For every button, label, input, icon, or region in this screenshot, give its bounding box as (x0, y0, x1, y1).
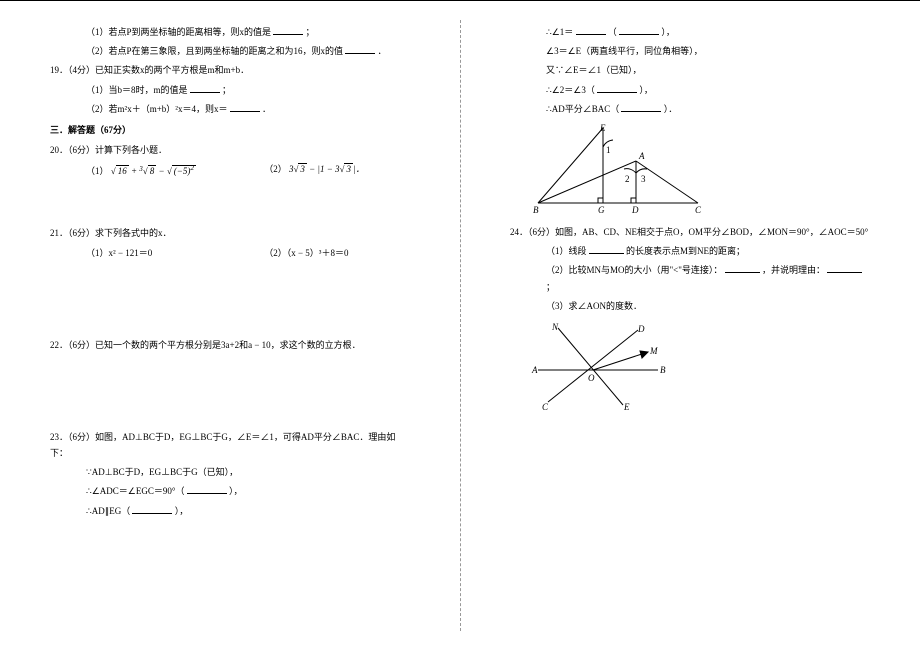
text: ，并说明理由： (762, 265, 825, 275)
text: （1）当b＝8时，m的值是 (86, 85, 188, 95)
label-G: G (598, 205, 605, 215)
label-D: D (637, 324, 645, 334)
left-column: （1）若点P到两坐标轴的距离相等，则x的值是 ； （2）若点P在第三象限，且到两… (0, 0, 460, 651)
triangle-diagram: B G D C A E 1 2 3 (528, 123, 708, 218)
text: ． (262, 104, 271, 114)
r1: ∴∠1＝ （ ）， (510, 24, 870, 40)
r3: 又∵∠E＝∠1（已知）， (510, 62, 870, 78)
text: ． (378, 46, 387, 56)
text: ∴∠ADC＝∠EGC＝90°（ (86, 486, 184, 496)
label-B: B (660, 365, 666, 375)
label-E: E (623, 402, 630, 410)
figure-2: A O B C D M N E (528, 320, 870, 410)
q24-3: （3）求∠AON的度数． (510, 298, 870, 314)
spacer (50, 264, 410, 334)
q23-l2: ∴∠ADC＝∠EGC＝90°（ ）， (50, 483, 410, 499)
label-1: 1 (606, 145, 611, 155)
blank (576, 25, 606, 35)
label-M: M (649, 346, 658, 356)
blank (345, 44, 375, 54)
blank (132, 504, 172, 514)
text: （2）若点P在第三象限，且到两坐标轴的距离之和为16，则x的值 (86, 46, 343, 56)
lines-diagram: A O B C D M N E (528, 320, 678, 410)
text: ； (546, 282, 555, 292)
label-C: C (542, 402, 549, 410)
blank (597, 83, 637, 93)
right-column: ∴∠1＝ （ ）， ∠3＝∠E（两直线平行，同位角相等）， 又∵∠E＝∠1（已知… (460, 0, 920, 651)
q21-1: （1）x² − 121＝0 (86, 245, 264, 261)
text: ）， (639, 85, 653, 95)
q24-2: （2）比较MN与MO的大小（用"<"号连接）： ，并说明理由： ； (510, 262, 870, 294)
q19-part1: （1）当b＝8时，m的值是 ； (50, 82, 410, 98)
r4: ∴∠2＝∠3（ ）， (510, 82, 870, 98)
label: （1） (86, 166, 109, 176)
label-C: C (695, 205, 702, 215)
text: ∴∠2＝∠3（ (546, 85, 595, 95)
section-3-title: 三．解答题（67分） (50, 123, 410, 136)
q18-part2: （2）若点P在第三象限，且到两坐标轴的距离之和为16，则x的值 ． (50, 43, 410, 59)
label-A: A (638, 151, 645, 161)
figure-1: B G D C A E 1 2 3 (528, 123, 870, 218)
q23-l3: ∴AD∥EG（ ）， (50, 503, 410, 519)
text: （1）若点P到两坐标轴的距离相等，则x的值是 (86, 27, 271, 37)
q22-head: 22．（6分）已知一个数的两个平方根分别是3a+2和a − 10，求这个数的立方… (50, 337, 410, 353)
label-A: A (531, 365, 538, 375)
label-N: N (551, 322, 559, 332)
blank (619, 25, 659, 35)
q20-1: （1） 16 + 38 − (−5)2 (86, 161, 264, 179)
q24-1: （1）线段 的长度表示点M到NE的距离； (510, 243, 870, 259)
text: ）． (664, 104, 678, 114)
text: ∴AD平分∠BAC（ (546, 104, 619, 114)
text: （2）比较MN与MO的大小（用"<"号连接）： (546, 265, 722, 275)
text: （1）线段 (546, 246, 587, 256)
label-B: B (533, 205, 539, 215)
spacer (50, 182, 410, 222)
text: ； (306, 27, 315, 37)
q19-head: 19．（4分）已知正实数x的两个平方根是m和m+b． (50, 62, 410, 78)
blank (725, 263, 760, 273)
label-2: 2 (625, 174, 630, 184)
q21-head: 21．（6分）求下列各式中的x． (50, 225, 410, 241)
label: （2） (264, 164, 287, 174)
q18-part1: （1）若点P到两坐标轴的距离相等，则x的值是 ； (50, 24, 410, 40)
blank (190, 83, 220, 93)
spacer (50, 356, 410, 426)
label-O: O (588, 373, 595, 383)
text: ）， (175, 506, 189, 516)
exam-page: （1）若点P到两坐标轴的距离相等，则x的值是 ； （2）若点P在第三象限，且到两… (0, 0, 920, 651)
q24-head: 24．（6分）如图，AB、CD、NE相交于点O，OM平分∠BOD，∠MON＝90… (510, 224, 870, 240)
blank (187, 484, 227, 494)
blank (230, 102, 260, 112)
q19-part2: （2）若m²x＋（m+b）²x＝4，则x＝ ． (50, 101, 410, 117)
q23-head: 23．（6分）如图，AD⊥BC于D，EG⊥BC于G，∠E＝∠1，可得AD平分∠B… (50, 429, 410, 461)
blank (589, 244, 624, 254)
q20-head: 20．（6分）计算下列各小题． (50, 142, 410, 158)
r5: ∴AD平分∠BAC（ ）． (510, 101, 870, 117)
blank (621, 102, 661, 112)
text: ∴AD∥EG（ (86, 506, 130, 516)
text: ∴∠1＝ (546, 27, 573, 37)
text: 的长度表示点M到NE的距离； (626, 246, 745, 256)
text: ； (222, 85, 231, 95)
q20-exprs: （1） 16 + 38 − (−5)2 （2） 33 − |1 − 33|． (50, 161, 410, 179)
q20-2: （2） 33 − |1 − 33|． (264, 161, 410, 179)
label-E: E (599, 123, 606, 133)
label-3: 3 (641, 174, 646, 184)
label-D: D (631, 205, 639, 215)
text: ）， (229, 486, 243, 496)
math-expr: 16 + 38 − (−5)2 (111, 166, 196, 176)
q23-l1: ∵AD⊥BC于D，EG⊥BC于G（已知）， (50, 464, 410, 480)
blank (273, 25, 303, 35)
math-expr: 33 − |1 − 33|． (289, 164, 365, 174)
q21-exprs: （1）x² − 121＝0 （2）（x − 5）³＋8＝0 (50, 245, 410, 261)
text: （ (608, 27, 617, 37)
q21-2: （2）（x − 5）³＋8＝0 (264, 245, 410, 261)
text: （2）若m²x＋（m+b）²x＝4，则x＝ (86, 104, 227, 114)
r2: ∠3＝∠E（两直线平行，同位角相等）， (510, 43, 870, 59)
blank (827, 263, 862, 273)
text: ）， (661, 27, 675, 37)
